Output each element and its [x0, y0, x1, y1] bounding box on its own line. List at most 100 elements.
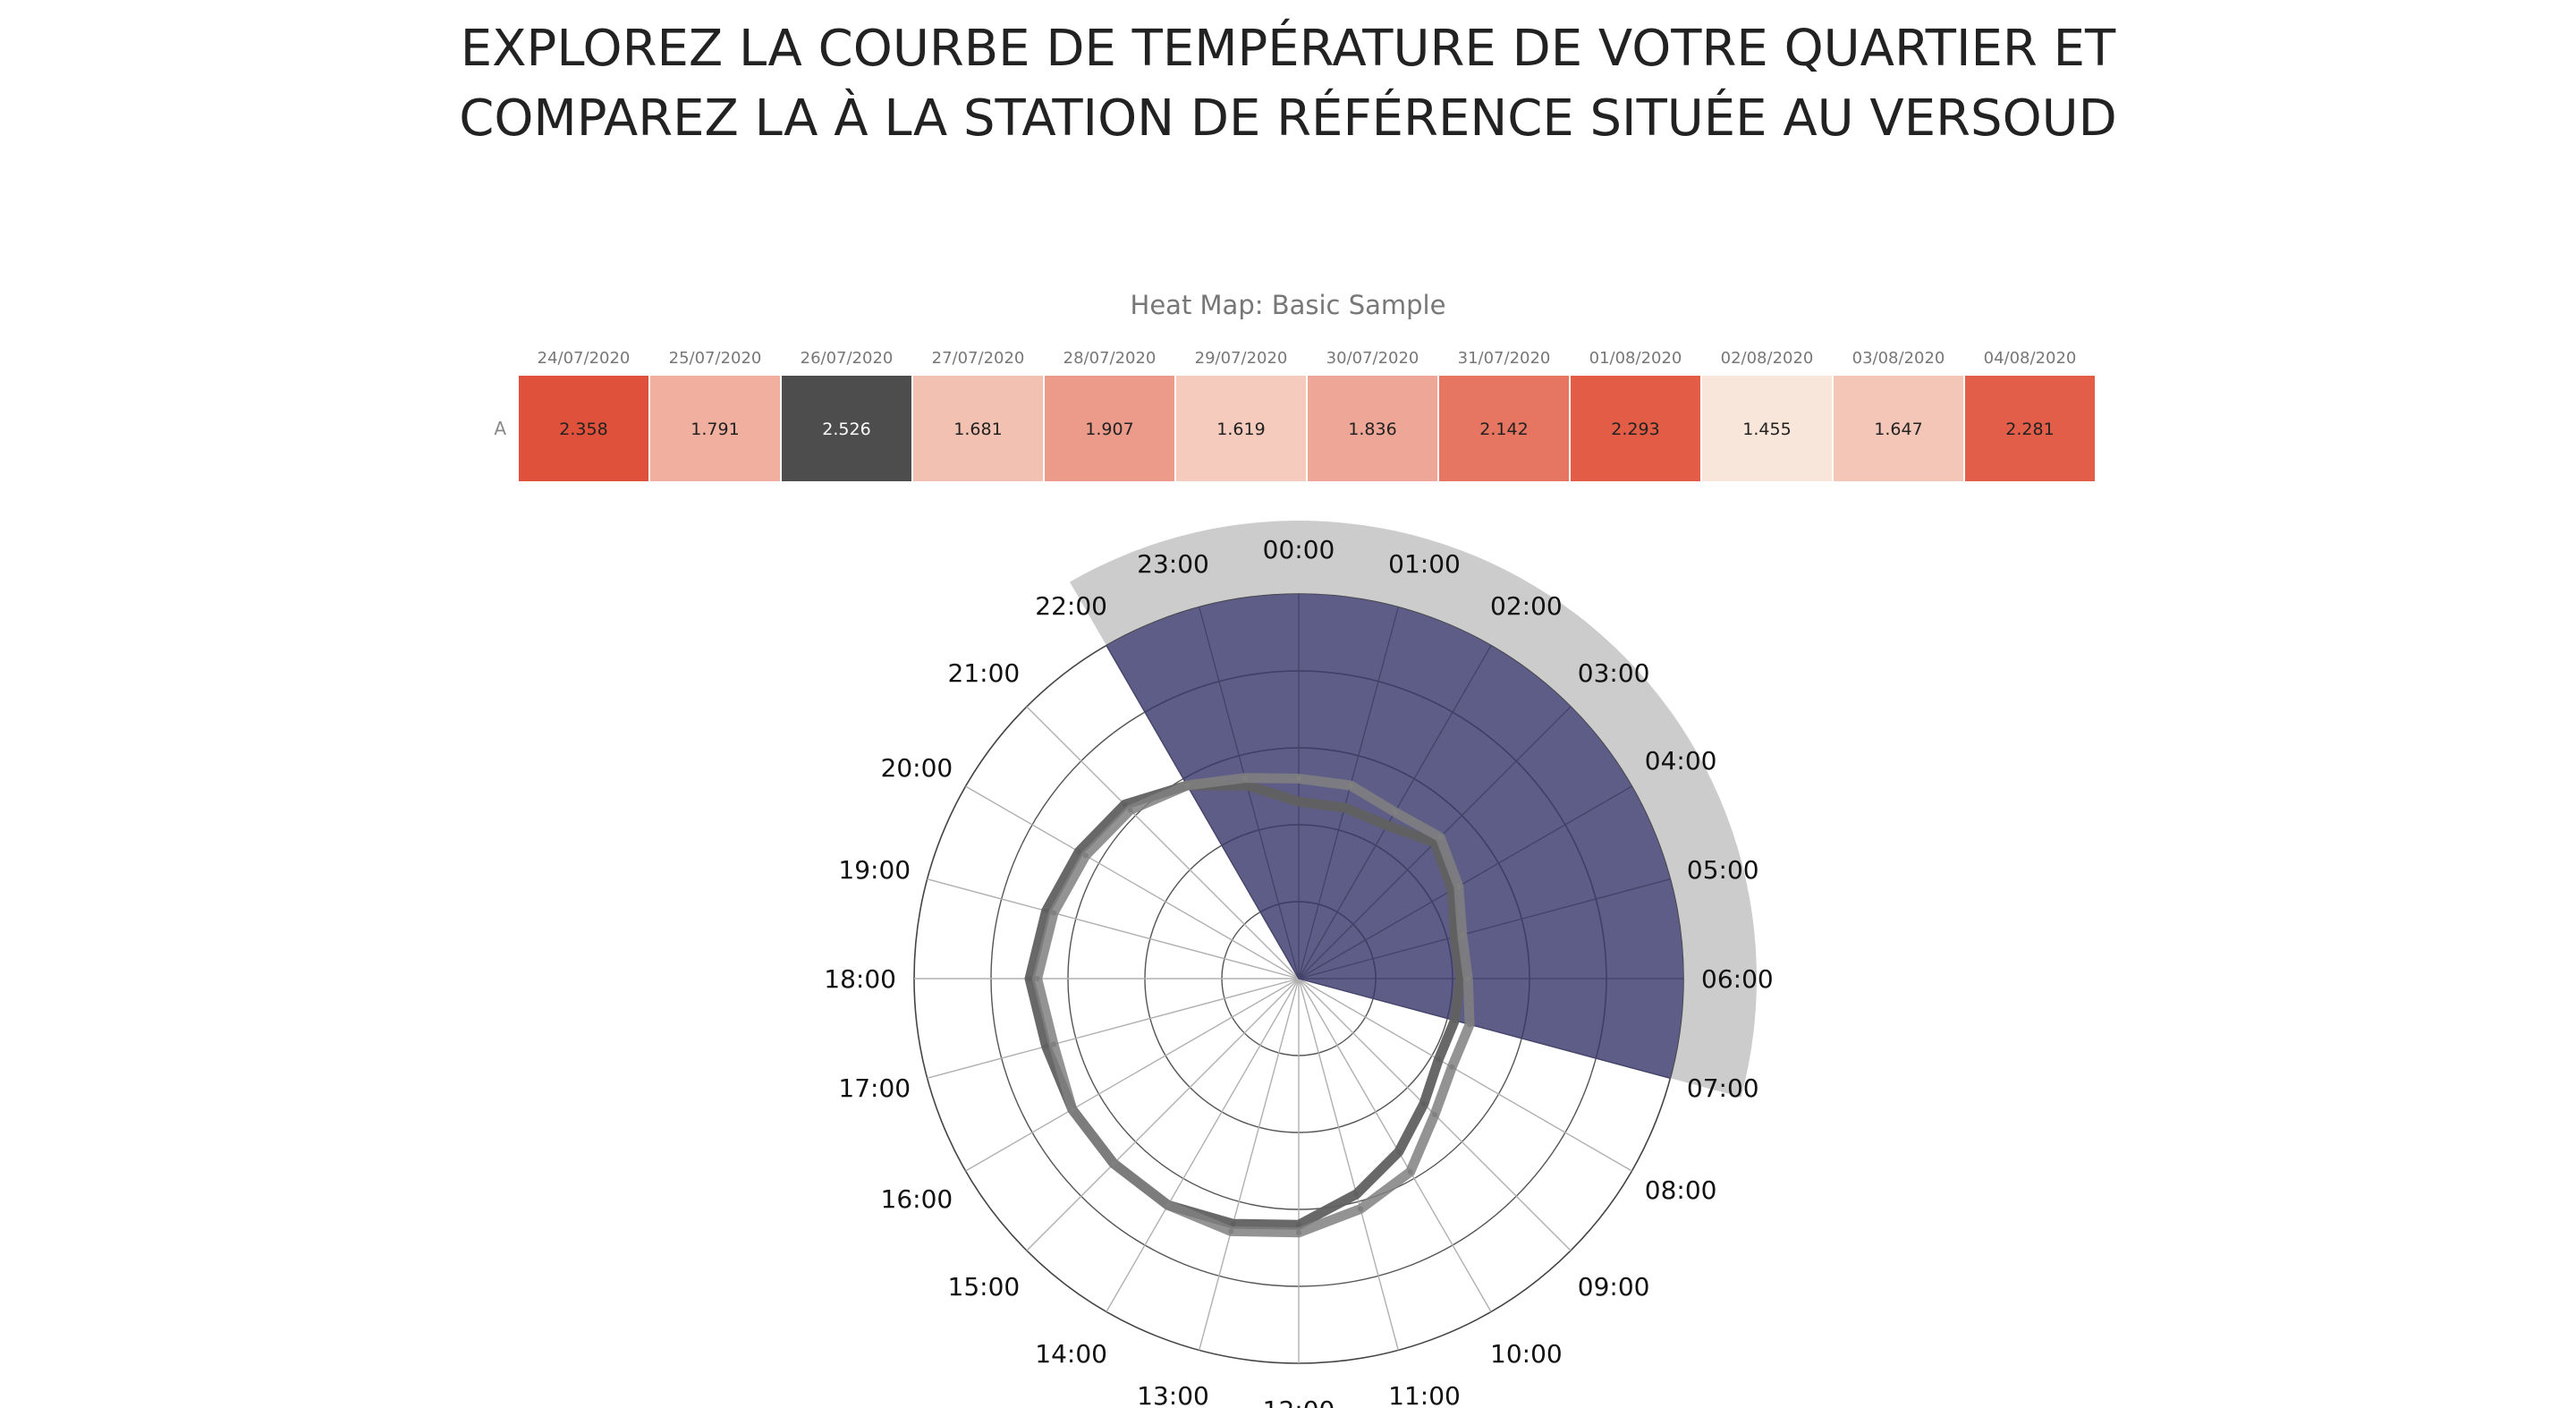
- polar-series-point: [1082, 852, 1089, 859]
- polar-angular-label: 15:00: [948, 1272, 1021, 1302]
- polar-series-point: [1111, 1160, 1117, 1166]
- heatmap-cell-value: 1.681: [953, 420, 1002, 439]
- polar-series-point: [1296, 776, 1301, 782]
- polar-series-point: [1353, 1191, 1360, 1197]
- polar-series-point: [1436, 1056, 1442, 1063]
- heatmap-column-label: 01/08/2020: [1589, 349, 1682, 368]
- heatmap-cell[interactable]: [1571, 376, 1700, 481]
- polar-spoke: [1298, 978, 1632, 1172]
- heatmap-column-label: 25/07/2020: [669, 349, 762, 368]
- polar-series-point: [1244, 783, 1250, 789]
- polar-series-point: [1034, 976, 1040, 981]
- heatmap-cell[interactable]: [650, 376, 780, 481]
- heatmap-cell[interactable]: [913, 376, 1043, 481]
- polar-angular-label: 06:00: [1701, 964, 1774, 994]
- highlight-outer-band: [1070, 520, 1757, 1098]
- highlight-sector[interactable]: [1106, 594, 1683, 1079]
- heatmap-column-label: 02/08/2020: [1721, 349, 1814, 368]
- heatmap-column-label: 24/07/2020: [538, 349, 631, 368]
- polar-series-point: [1437, 834, 1444, 840]
- polar-spoke: [1298, 978, 1492, 1312]
- polar-angular-label: 17:00: [838, 1073, 911, 1103]
- polar-series-point: [1432, 1112, 1438, 1118]
- heatmap-column-label: 04/08/2020: [1984, 349, 2077, 368]
- polar-angular-label: 13:00: [1137, 1381, 1209, 1408]
- polar-series-point: [1449, 1064, 1455, 1070]
- heatmap-column-label: 28/07/2020: [1063, 349, 1157, 368]
- polar-series-point: [1296, 1229, 1301, 1235]
- heatmap-cell-value: 2.293: [1611, 420, 1659, 439]
- page-title: EXPLOREZ LA COURBE DE TEMPÉRATURE DE VOT…: [0, 14, 2576, 154]
- heatmap-cell[interactable]: [1439, 376, 1569, 481]
- sector-spoke: [1199, 606, 1300, 980]
- heatmap-cell-value: 2.358: [559, 420, 607, 439]
- heatmap-cell-value: 2.142: [1479, 420, 1528, 439]
- heatmap-column-label: 29/07/2020: [1195, 349, 1288, 368]
- polar-series-point: [1457, 976, 1463, 981]
- polar-series-point: [1384, 822, 1390, 828]
- heatmap-cell[interactable]: [1045, 376, 1174, 481]
- sector-spoke: [1298, 978, 1671, 1079]
- sector-spoke: [1298, 606, 1399, 980]
- polar-series-point: [1184, 783, 1191, 789]
- heatmap-column-label: 26/07/2020: [801, 349, 894, 368]
- heatmap-cell[interactable]: [1308, 376, 1437, 481]
- polar-spoke: [927, 878, 1300, 980]
- polar-series-point: [1455, 883, 1462, 889]
- polar-series-point: [1050, 910, 1056, 916]
- heatmap-cell[interactable]: [782, 376, 911, 481]
- heatmap-cell-value: 1.907: [1085, 420, 1133, 439]
- heatmap-cell-value: 1.455: [1742, 420, 1791, 439]
- heatmap-cell[interactable]: [1834, 376, 1963, 481]
- polar-angular-label: 21:00: [948, 658, 1021, 688]
- polar-angular-label: 03:00: [1578, 658, 1650, 688]
- polar-chart: 00:00 01:00 02:00 03:00 04:00 05:00 06:00 07:00…: [824, 520, 1774, 1408]
- polar-series-point: [1392, 809, 1398, 815]
- polar-series-point: [1165, 1202, 1171, 1209]
- polar-series-point: [1420, 1100, 1427, 1107]
- polar-series-point: [1395, 1149, 1402, 1155]
- polar-series-point: [1452, 934, 1458, 940]
- polar-angular-label: 09:00: [1578, 1272, 1650, 1302]
- polar-series-point: [1467, 1022, 1473, 1028]
- sector-grid-ring: [1144, 670, 1607, 1059]
- polar-spoke: [965, 978, 1300, 1172]
- polar-series-point: [1127, 807, 1133, 813]
- page-title-line-1: EXPLOREZ LA COURBE DE TEMPÉRATURE DE VOT…: [460, 20, 2116, 78]
- heatmap-cell-value: 1.791: [691, 420, 739, 439]
- polar-angular-label: 22:00: [1035, 591, 1107, 621]
- polar-angular-label: 20:00: [881, 753, 953, 783]
- polar-angular-label: 10:00: [1490, 1339, 1563, 1369]
- polar-angular-label: 04:00: [1645, 746, 1717, 776]
- polar-series-point: [1230, 1221, 1236, 1227]
- sector-grid-ring: [1259, 901, 1377, 999]
- polar-series-point: [1043, 1043, 1049, 1049]
- polar-series-point: [1459, 932, 1465, 938]
- polar-series-point: [1296, 799, 1301, 805]
- heatmap-title: Heat Map: Basic Sample: [1130, 290, 1446, 320]
- polar-spoke: [965, 785, 1300, 980]
- heatmap-row-label: A: [494, 418, 506, 439]
- polar-angular-label: 16:00: [881, 1184, 953, 1214]
- heatmap-cell-value: 1.647: [1874, 420, 1922, 439]
- heatmap-chart: A 24/07/2020 2.358 25/07/2020 1.791 26/07/202…: [494, 349, 2095, 481]
- polar-angular-label: 05:00: [1687, 855, 1759, 885]
- polar-spoke: [1026, 978, 1300, 1251]
- polar-series-point: [1407, 1168, 1413, 1175]
- polar-series-point: [1050, 1041, 1056, 1048]
- heatmap-cell[interactable]: [519, 376, 648, 481]
- heatmap-column-label: 31/07/2020: [1458, 349, 1551, 368]
- heatmap-cell[interactable]: [1176, 376, 1306, 481]
- polar-series-point: [1228, 1228, 1234, 1234]
- polar-series-point: [1122, 802, 1128, 808]
- polar-angular-label: 23:00: [1137, 549, 1209, 579]
- polar-series-point: [1449, 887, 1455, 894]
- polar-angular-label: 07:00: [1687, 1073, 1759, 1103]
- polar-spoke: [1106, 978, 1300, 1312]
- heatmap-cell[interactable]: [1702, 376, 1832, 481]
- sector-grid-ring: [1221, 824, 1453, 1019]
- polar-angular-label: 00:00: [1263, 535, 1335, 564]
- heatmap-cell-value: 1.836: [1348, 420, 1396, 439]
- polar-spoke: [1026, 706, 1300, 980]
- heatmap-cell[interactable]: [1965, 376, 2095, 481]
